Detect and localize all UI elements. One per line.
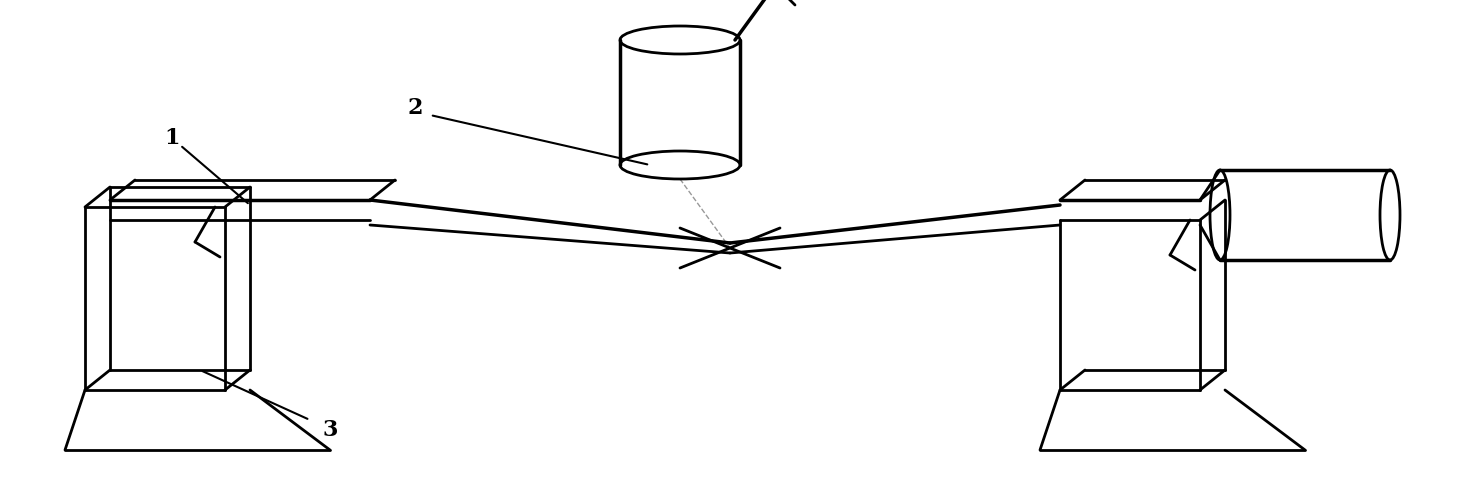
Ellipse shape — [1381, 170, 1400, 260]
Ellipse shape — [1210, 170, 1231, 260]
Ellipse shape — [620, 151, 741, 179]
Ellipse shape — [620, 26, 741, 54]
Text: 2: 2 — [407, 97, 423, 119]
Text: 3: 3 — [322, 419, 338, 441]
Text: 1: 1 — [165, 127, 179, 149]
